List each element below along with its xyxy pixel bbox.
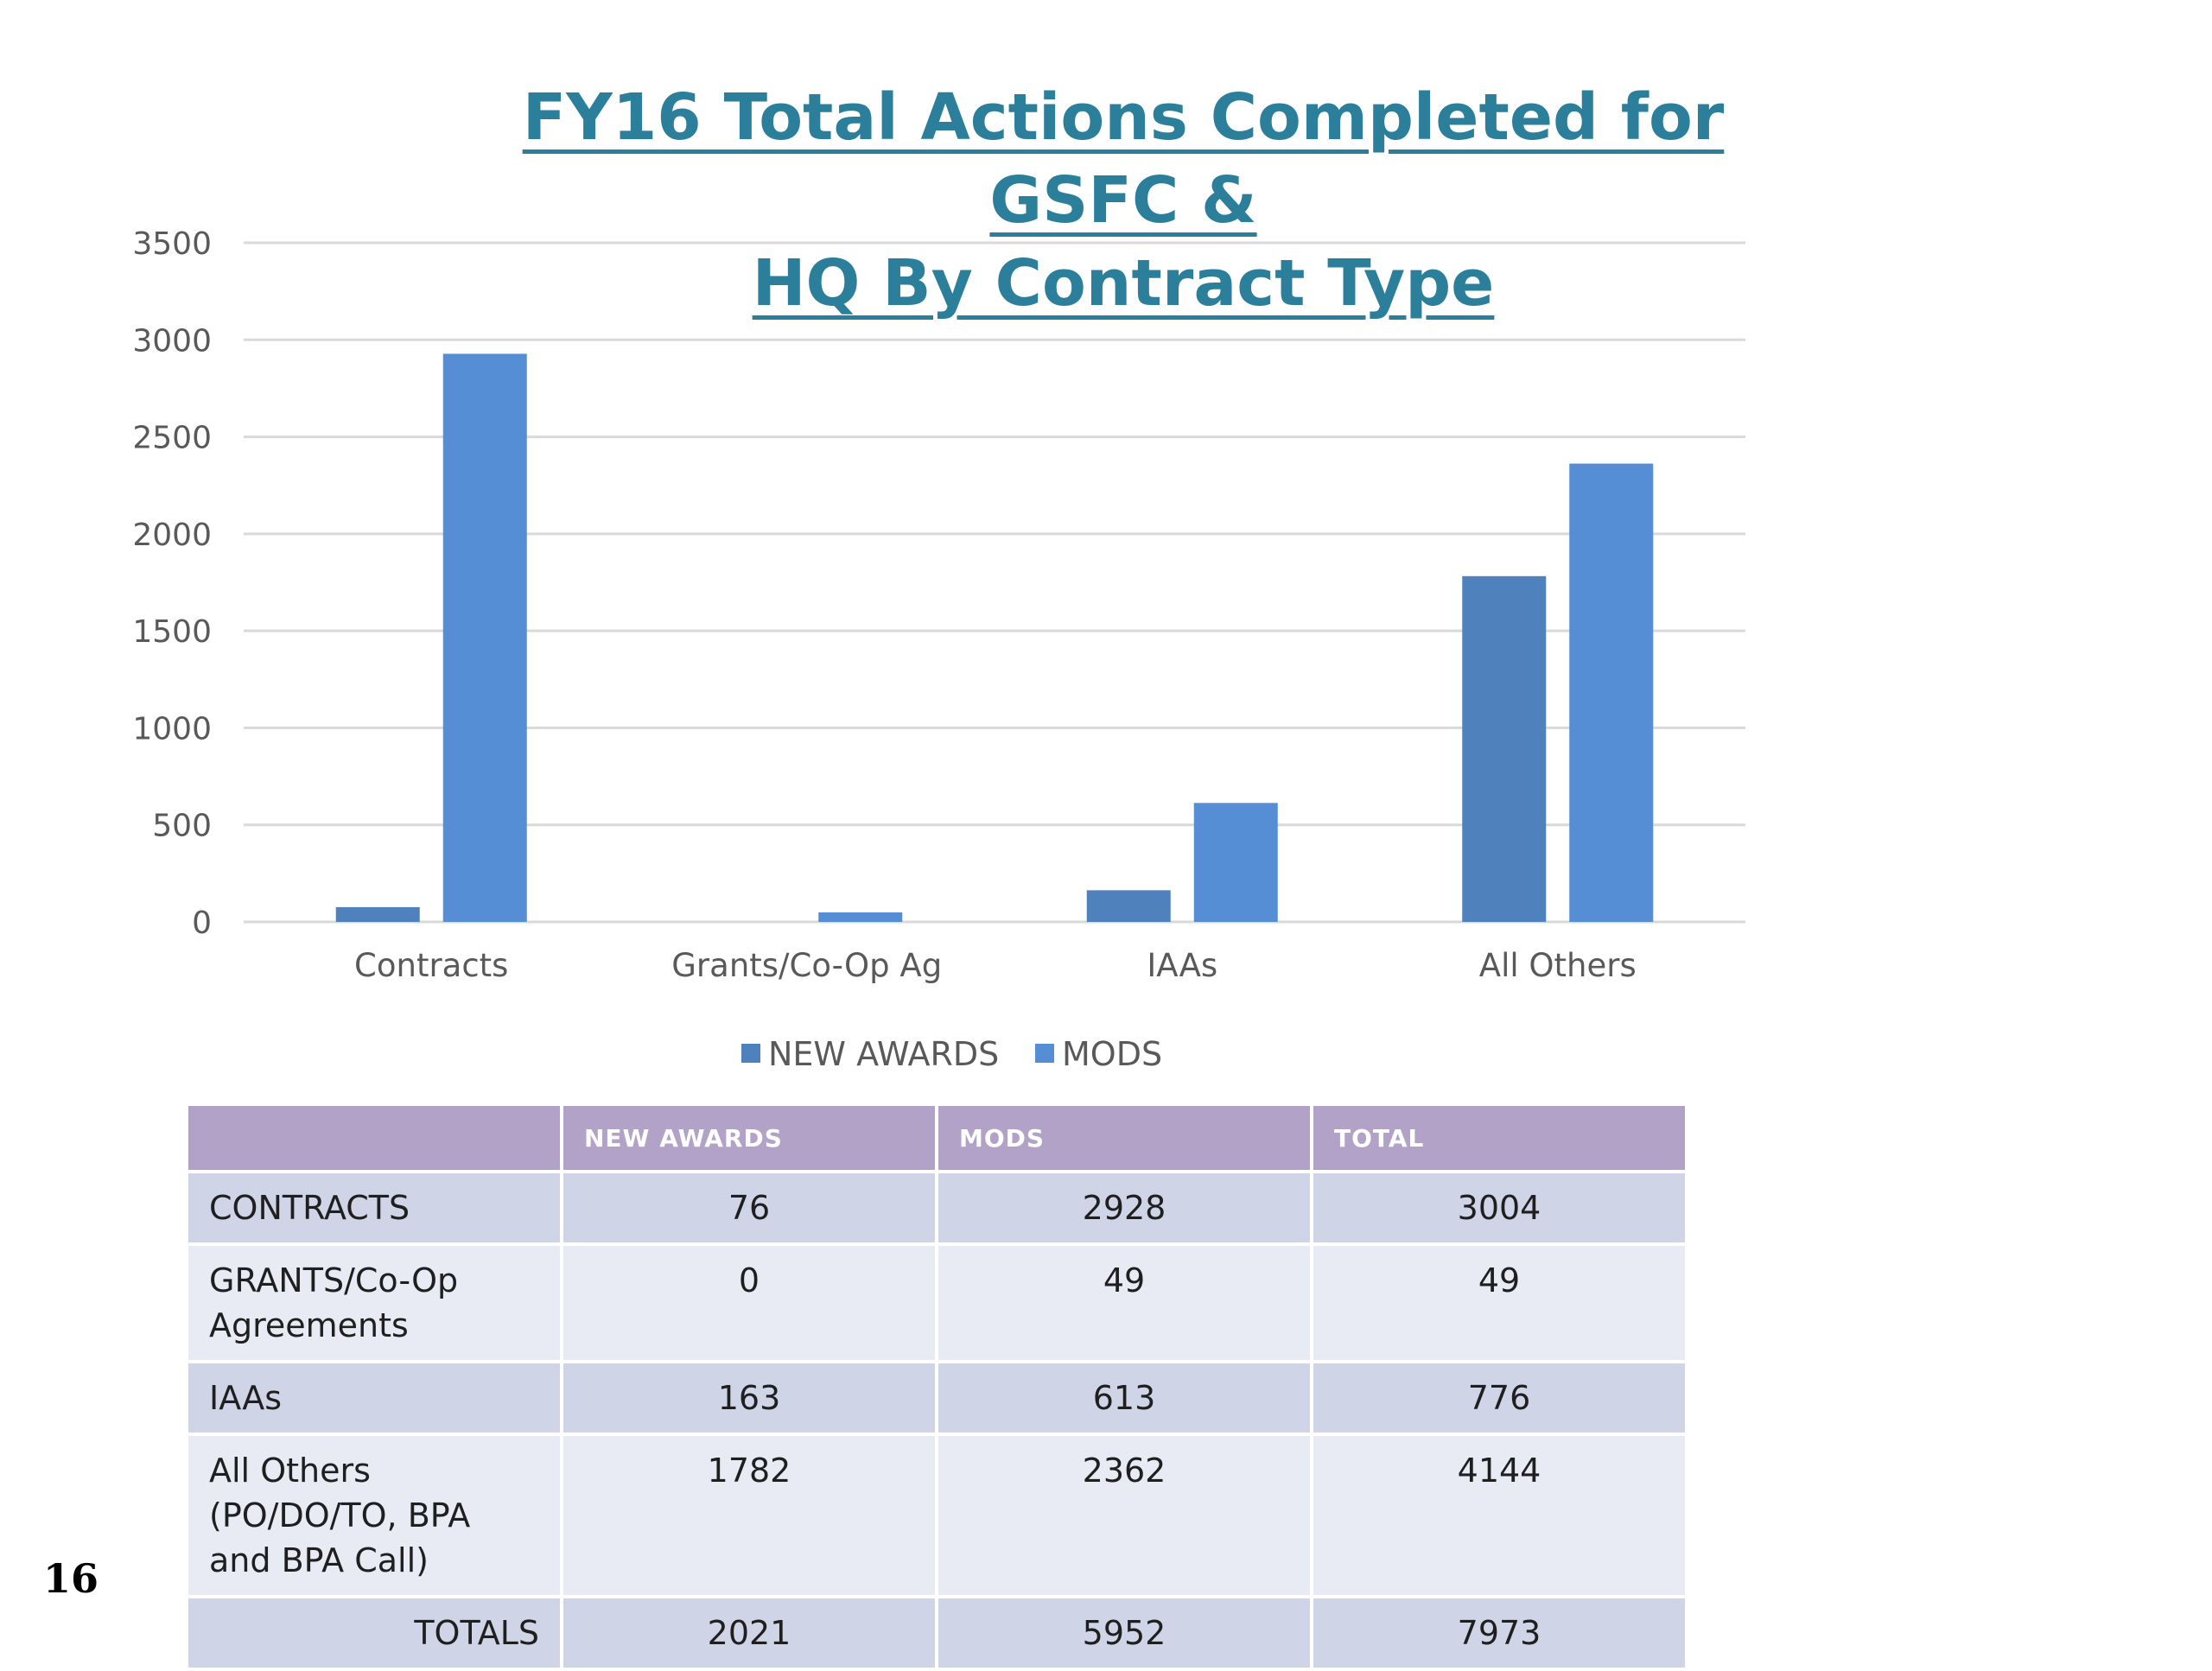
row-label-line: GRANTS/Co-Op: [209, 1261, 459, 1299]
table-header-cell: NEW AWARDS: [563, 1106, 935, 1170]
y-tick-label: 2500: [132, 421, 212, 456]
bar-mods-iaas: [1193, 803, 1278, 922]
chart-title-line-2: HQ By Contract Type: [752, 246, 1495, 321]
bar-mods-grants-co-op-ag: [818, 912, 903, 922]
y-tick-label: 3000: [132, 323, 212, 359]
table-row: CONTRACTS 76 2928 3004: [188, 1173, 1685, 1242]
table-cell: 49: [938, 1246, 1310, 1360]
bar-mods-all-others: [1569, 463, 1654, 922]
bar-new-awards-iaas: [1086, 890, 1171, 922]
totals-cell: 7973: [1313, 1598, 1685, 1668]
table-row: IAAs 163 613 776: [188, 1363, 1685, 1433]
legend-label: NEW AWARDS: [768, 1035, 999, 1073]
table-cell: 76: [563, 1173, 935, 1242]
y-tick-label: 3500: [132, 226, 212, 262]
table-header-cell: MODS: [938, 1106, 1310, 1170]
y-tick-label: 2000: [132, 518, 212, 553]
row-label-line: CONTRACTS: [209, 1189, 410, 1227]
page-number: 16: [43, 1555, 99, 1602]
totals-row: TOTALS 2021 5952 7973: [188, 1598, 1685, 1668]
legend-label: MODS: [1062, 1035, 1162, 1073]
totals-cell: 5952: [938, 1598, 1310, 1668]
table-row: All Others (PO/DO/TO, BPA and BPA Call) …: [188, 1436, 1685, 1595]
summary-table: NEW AWARDS MODS TOTAL CONTRACTS 76 2928 …: [185, 1102, 1688, 1671]
bar-chart: 0 500 1000 1500 2000 2500 3000 3500 Contracts Gr…: [132, 226, 1745, 1073]
chart-title-line-1: FY16 Total Actions Completed for GSFC &: [522, 80, 1725, 238]
table-cell: 1782: [563, 1436, 935, 1595]
x-axis: Contracts Grants/Co-Op Ag IAAs All Others: [354, 947, 1637, 984]
table-cell: 613: [938, 1363, 1310, 1433]
y-tick-label: 1500: [132, 614, 212, 650]
row-label: GRANTS/Co-Op Agreements: [188, 1246, 560, 1360]
row-label: IAAs: [188, 1363, 560, 1433]
table-cell: 776: [1313, 1363, 1685, 1433]
chart-legend: NEW AWARDS MODS: [741, 1035, 1162, 1073]
row-label-line: Agreements: [209, 1306, 409, 1344]
bar-mods-contracts: [442, 353, 527, 923]
bar-new-awards-all-others: [1462, 575, 1547, 922]
y-tick-label: 1000: [132, 711, 212, 747]
bar-new-awards-contracts: [335, 906, 420, 922]
table-header-row: NEW AWARDS MODS TOTAL: [188, 1106, 1685, 1170]
totals-label: TOTALS: [188, 1598, 560, 1668]
x-tick-label: Contracts: [354, 947, 508, 984]
y-axis: 0 500 1000 1500 2000 2500 3000 3500: [132, 226, 212, 941]
row-label-line: All Others: [209, 1452, 371, 1490]
totals-cell: 2021: [563, 1598, 935, 1668]
row-label: CONTRACTS: [188, 1173, 560, 1242]
table-cell: 2928: [938, 1173, 1310, 1242]
legend-swatch: [1035, 1044, 1054, 1063]
chart-bars: [335, 353, 1654, 923]
y-tick-label: 0: [192, 905, 212, 941]
table-row: GRANTS/Co-Op Agreements 0 49 49: [188, 1246, 1685, 1360]
row-label-line: and BPA Call): [209, 1541, 429, 1579]
x-tick-label: All Others: [1479, 947, 1637, 984]
row-label-line: IAAs: [209, 1379, 283, 1417]
table-cell: 4144: [1313, 1436, 1685, 1595]
table-cell: 0: [563, 1246, 935, 1360]
table-cell: 3004: [1313, 1173, 1685, 1242]
legend-swatch: [741, 1044, 760, 1063]
x-tick-label: Grants/Co-Op Ag: [671, 947, 942, 984]
x-tick-label: IAAs: [1147, 947, 1217, 984]
table-cell: 163: [563, 1363, 935, 1433]
row-label: All Others (PO/DO/TO, BPA and BPA Call): [188, 1436, 560, 1595]
chart-title: FY16 Total Actions Completed for GSFC & …: [432, 76, 1815, 325]
table-cell: 49: [1313, 1246, 1685, 1360]
table-header-cell: [188, 1106, 560, 1170]
table-cell: 2362: [938, 1436, 1310, 1595]
y-tick-label: 500: [152, 809, 212, 844]
table-header-cell: TOTAL: [1313, 1106, 1685, 1170]
row-label-line: (PO/DO/TO, BPA: [209, 1496, 471, 1534]
